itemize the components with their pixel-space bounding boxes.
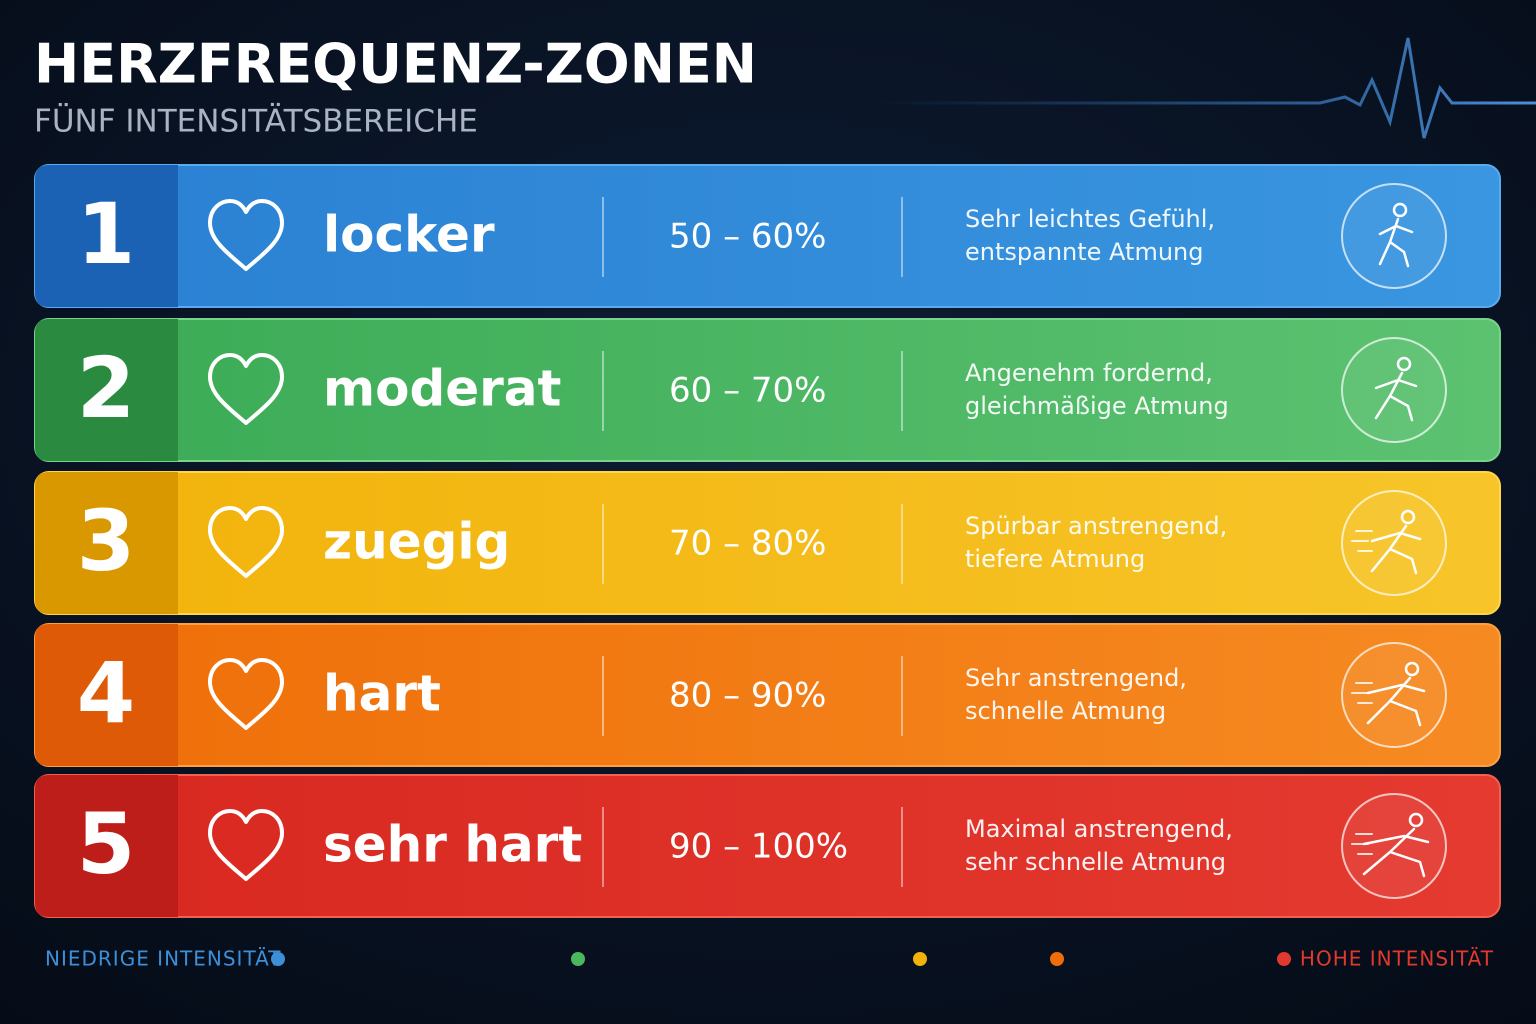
zone-name: locker bbox=[323, 206, 495, 264]
zone-description: sehr schnelle Atmung bbox=[965, 848, 1226, 876]
track-dot bbox=[1277, 952, 1291, 966]
zone-range: 70 – 80% bbox=[669, 524, 826, 564]
activity-icon-head bbox=[1408, 812, 1424, 828]
zone-list: 1 locker 50 – 60% Sehr leichtes Gefühl, ents… bbox=[34, 164, 1501, 918]
zone-number-block bbox=[35, 165, 178, 307]
heart-icon bbox=[208, 199, 284, 271]
zone-number-block bbox=[35, 472, 178, 614]
activity-icon-head bbox=[1400, 509, 1416, 525]
activity-icon-body bbox=[1378, 217, 1414, 268]
zone-row: 2 moderat 60 – 70% Angenehm fordernd, gleich… bbox=[34, 318, 1501, 462]
zone-range: 80 – 90% bbox=[669, 676, 826, 716]
zone-number: 5 bbox=[77, 795, 135, 893]
zone-name: zuegig bbox=[323, 513, 510, 571]
track-dot bbox=[571, 952, 585, 966]
activity-icon-head bbox=[1392, 202, 1408, 218]
activity-icon-head bbox=[1404, 661, 1420, 677]
zone-description: tiefere Atmung bbox=[965, 545, 1145, 573]
heartbeat-line bbox=[870, 37, 1536, 139]
zone-number: 1 bbox=[77, 185, 135, 283]
subtitle: FÜNF INTENSITÄTSBEREICHE bbox=[34, 103, 478, 140]
activity-icon-body bbox=[1374, 371, 1418, 422]
zone-number: 2 bbox=[77, 339, 135, 437]
track-dot bbox=[913, 952, 927, 966]
zone-range: 90 – 100% bbox=[669, 827, 848, 867]
high-intensity-label: HOHE INTENSITÄT bbox=[1300, 947, 1494, 971]
zone-name: hart bbox=[323, 665, 441, 723]
zone-description: schnelle Atmung bbox=[965, 697, 1166, 725]
title: HERZFREQUENZ-ZONEN bbox=[34, 33, 757, 96]
zone-description: Sehr anstrengend, bbox=[965, 664, 1187, 692]
zone-number-block bbox=[35, 319, 178, 461]
activity-icon-ring bbox=[1341, 183, 1447, 289]
zone-description: Sehr leichtes Gefühl, bbox=[965, 205, 1215, 233]
speed-lines bbox=[1351, 833, 1373, 855]
zone-range: 60 – 70% bbox=[669, 371, 826, 411]
zone-row: 3 zuegig 70 – 80% Spürbar anstrengend, tiefe… bbox=[34, 471, 1501, 615]
speed-lines bbox=[1351, 682, 1373, 704]
activity-icon-head bbox=[1396, 356, 1412, 372]
zone-description: Maximal anstrengend, bbox=[965, 815, 1233, 843]
zone-row: 4 hart 80 – 90% Sehr anstrengend, schnelle A… bbox=[34, 623, 1501, 767]
heart-icon bbox=[208, 353, 284, 425]
zone-number-block bbox=[35, 775, 178, 917]
zone-name: sehr hart bbox=[323, 816, 582, 874]
track-dot bbox=[1050, 952, 1064, 966]
activity-icon-body bbox=[1370, 524, 1422, 575]
zone-number-block bbox=[35, 624, 178, 766]
zone-row: 5 sehr hart 90 – 100% Maximal anstrengend, s… bbox=[34, 774, 1501, 918]
zone-description: Spürbar anstrengend, bbox=[965, 512, 1227, 540]
heart-icon bbox=[208, 658, 284, 730]
zone-number: 3 bbox=[77, 492, 135, 590]
activity-icon-body bbox=[1366, 676, 1426, 727]
zone-description: Angenehm fordernd, bbox=[965, 359, 1213, 387]
heart-icon bbox=[208, 809, 284, 881]
heart-icon bbox=[208, 506, 284, 578]
zone-description: entspannte Atmung bbox=[965, 238, 1204, 266]
speed-lines bbox=[1351, 530, 1373, 552]
zone-range: 50 – 60% bbox=[669, 217, 826, 257]
activity-icon-ring bbox=[1341, 793, 1447, 899]
low-intensity-label: NIEDRIGE INTENSITÄT bbox=[45, 947, 281, 971]
zone-number: 4 bbox=[77, 644, 135, 742]
zone-row: 1 locker 50 – 60% Sehr leichtes Gefühl, ents… bbox=[34, 164, 1501, 308]
zone-name: moderat bbox=[323, 360, 561, 418]
activity-icon-body bbox=[1362, 827, 1430, 878]
zone-description: gleichmäßige Atmung bbox=[965, 392, 1229, 420]
track-dot bbox=[271, 952, 285, 966]
